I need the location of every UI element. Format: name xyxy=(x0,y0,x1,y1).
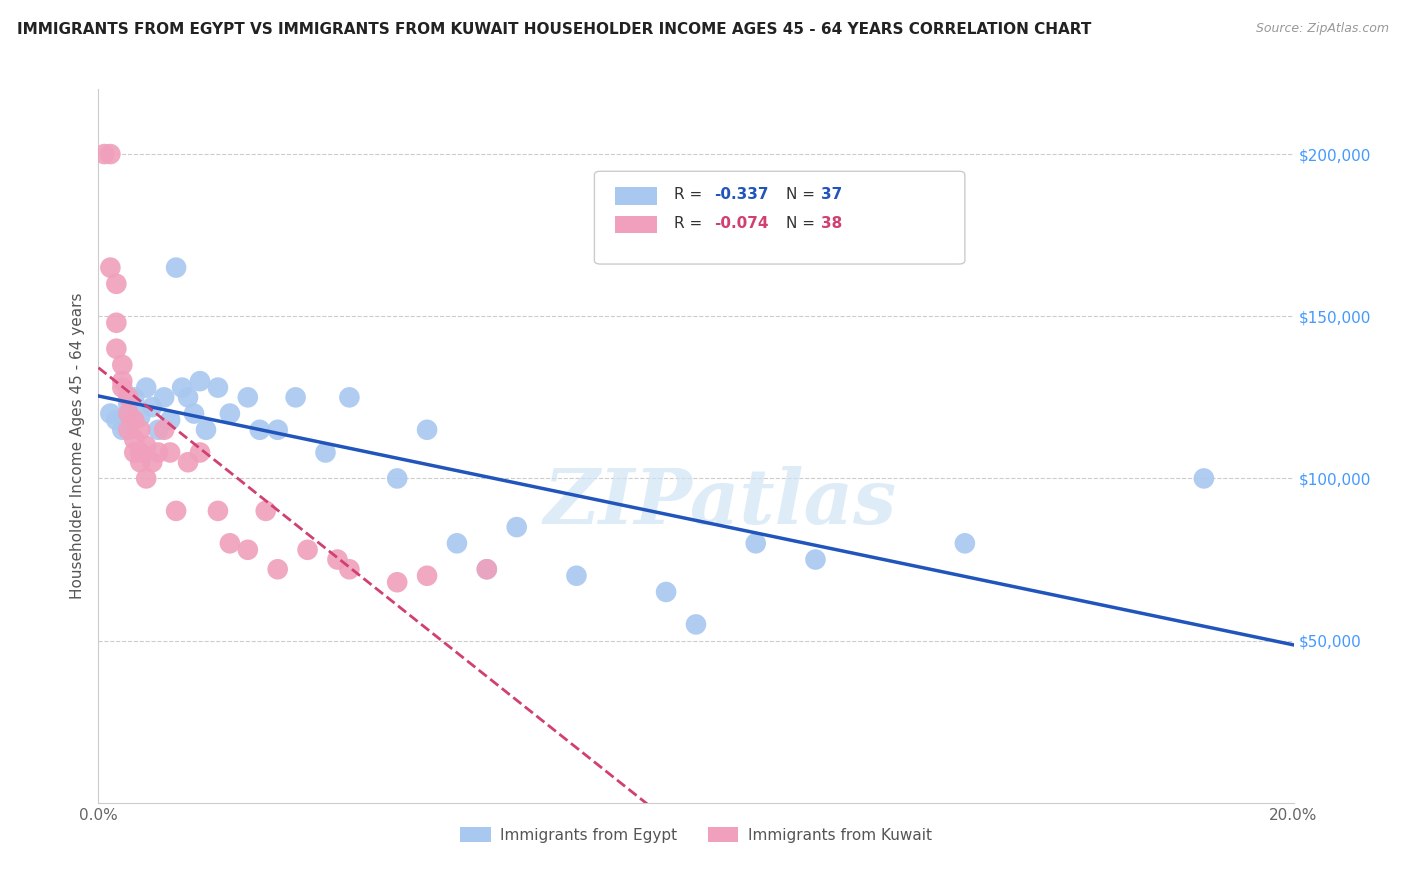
Point xyxy=(267,423,290,437)
Point xyxy=(124,390,146,404)
Point xyxy=(165,504,187,518)
Point xyxy=(1192,471,1215,485)
Point xyxy=(124,445,146,459)
Text: R =: R = xyxy=(675,216,707,231)
Point xyxy=(249,423,271,437)
Point xyxy=(207,504,229,518)
Point xyxy=(135,471,157,485)
Point xyxy=(172,381,194,395)
Text: 37: 37 xyxy=(821,187,842,202)
Point xyxy=(236,542,259,557)
Point xyxy=(207,381,229,395)
Point xyxy=(416,568,439,582)
Point xyxy=(177,455,200,469)
Point xyxy=(105,413,128,427)
Text: -0.337: -0.337 xyxy=(714,187,769,202)
Point xyxy=(219,536,242,550)
Point xyxy=(685,617,707,632)
Point xyxy=(315,445,337,459)
Point xyxy=(385,471,409,485)
Point xyxy=(254,504,277,518)
FancyBboxPatch shape xyxy=(595,171,965,264)
Point xyxy=(135,381,157,395)
Point xyxy=(565,568,588,582)
Text: N =: N = xyxy=(786,216,820,231)
Point xyxy=(284,390,307,404)
FancyBboxPatch shape xyxy=(614,187,657,205)
Point xyxy=(129,455,152,469)
Point xyxy=(339,562,361,576)
Point xyxy=(339,390,361,404)
Point xyxy=(446,536,468,550)
Point xyxy=(195,423,218,437)
Point xyxy=(124,413,146,427)
Point xyxy=(129,409,152,424)
Point xyxy=(117,397,139,411)
Text: ZIPatlas: ZIPatlas xyxy=(543,467,897,540)
Point xyxy=(188,374,211,388)
Point xyxy=(135,439,157,453)
Point xyxy=(117,390,139,404)
Point xyxy=(159,413,181,427)
Point xyxy=(188,445,211,459)
Text: -0.074: -0.074 xyxy=(714,216,769,231)
Point xyxy=(105,342,128,356)
Point xyxy=(326,552,349,566)
Point xyxy=(219,407,242,421)
Point xyxy=(159,445,181,459)
Point xyxy=(153,423,176,437)
Point xyxy=(124,433,146,447)
Point xyxy=(804,552,827,566)
Text: Source: ZipAtlas.com: Source: ZipAtlas.com xyxy=(1256,22,1389,36)
Legend: Immigrants from Egypt, Immigrants from Kuwait: Immigrants from Egypt, Immigrants from K… xyxy=(454,821,938,848)
Point xyxy=(111,358,134,372)
Point xyxy=(385,575,409,590)
FancyBboxPatch shape xyxy=(614,216,657,234)
Point xyxy=(93,147,115,161)
Point xyxy=(475,562,498,576)
Point xyxy=(98,147,122,161)
Point xyxy=(475,562,498,576)
Point xyxy=(98,260,122,275)
Text: 38: 38 xyxy=(821,216,842,231)
Text: R =: R = xyxy=(675,187,707,202)
Point xyxy=(177,390,200,404)
Point xyxy=(111,423,134,437)
Point xyxy=(117,407,139,421)
Text: IMMIGRANTS FROM EGYPT VS IMMIGRANTS FROM KUWAIT HOUSEHOLDER INCOME AGES 45 - 64 : IMMIGRANTS FROM EGYPT VS IMMIGRANTS FROM… xyxy=(17,22,1091,37)
Point xyxy=(129,445,152,459)
Point xyxy=(655,585,678,599)
Point xyxy=(416,423,439,437)
Point xyxy=(111,374,134,388)
Point xyxy=(105,277,128,291)
Point xyxy=(153,390,176,404)
Point xyxy=(506,520,529,534)
Point xyxy=(745,536,768,550)
Point xyxy=(297,542,319,557)
Point xyxy=(148,445,170,459)
Point xyxy=(98,407,122,421)
Point xyxy=(953,536,976,550)
Point xyxy=(236,390,259,404)
Point xyxy=(105,316,128,330)
Point xyxy=(117,423,139,437)
Point xyxy=(141,400,163,414)
Point xyxy=(183,407,205,421)
Y-axis label: Householder Income Ages 45 - 64 years: Householder Income Ages 45 - 64 years xyxy=(69,293,84,599)
Point xyxy=(129,423,152,437)
Point xyxy=(267,562,290,576)
Point xyxy=(111,381,134,395)
Point xyxy=(165,260,187,275)
Text: N =: N = xyxy=(786,187,820,202)
Point xyxy=(148,423,170,437)
Point xyxy=(141,455,163,469)
